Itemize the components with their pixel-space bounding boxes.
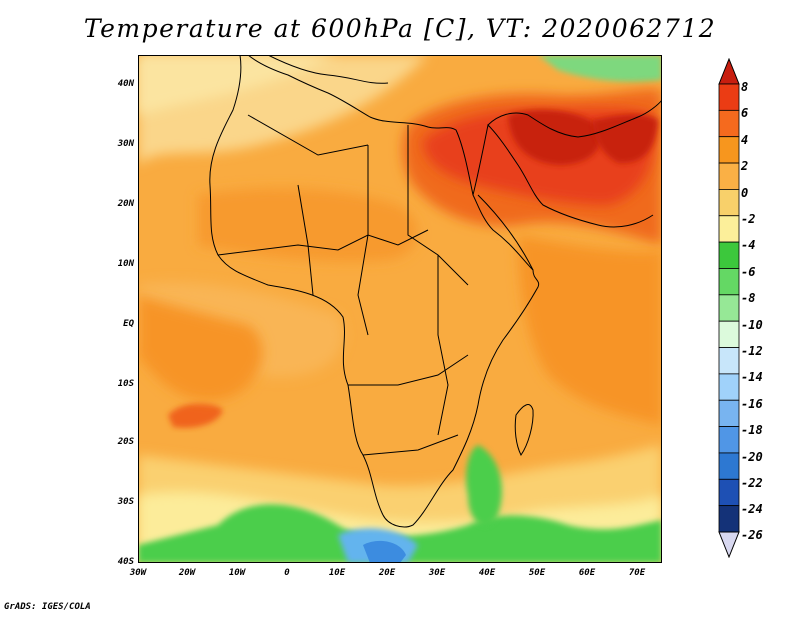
colorbar-label: 2 bbox=[741, 159, 749, 173]
colorbar-label: -14 bbox=[741, 370, 763, 384]
colorbar-label: -20 bbox=[741, 450, 763, 464]
colorbar-swatch bbox=[718, 347, 740, 375]
lat-label: 20S bbox=[117, 437, 134, 447]
lon-label: 10E bbox=[328, 568, 346, 578]
lon-label: 20E bbox=[378, 568, 396, 578]
colorbar-swatch bbox=[718, 399, 740, 427]
colorbar-label: -8 bbox=[741, 291, 756, 305]
lat-label: 10S bbox=[117, 379, 134, 389]
lon-label: 50E bbox=[528, 568, 546, 578]
lon-label: 10W bbox=[228, 568, 246, 578]
colorbar-bottom-arrow bbox=[718, 531, 740, 558]
lon-label: 30W bbox=[129, 568, 147, 578]
colorbar-swatch bbox=[718, 426, 740, 454]
map-title: Temperature at 600hPa [C], VT: 202006271… bbox=[83, 14, 717, 43]
lat-label: EQ bbox=[123, 319, 134, 329]
colorbar-swatch bbox=[718, 215, 740, 243]
lon-label: 70E bbox=[628, 568, 646, 578]
colorbar-label: -22 bbox=[741, 476, 763, 490]
lat-label: 40S bbox=[117, 557, 134, 567]
colorbar-label: -2 bbox=[741, 212, 756, 226]
colorbar-swatch bbox=[718, 83, 740, 111]
colorbar-swatch bbox=[718, 373, 740, 401]
lat-label: 20N bbox=[117, 199, 134, 209]
colorbar bbox=[718, 58, 740, 558]
colorbar-swatch bbox=[718, 320, 740, 348]
colorbar-swatch bbox=[718, 162, 740, 190]
lon-label: 20W bbox=[178, 568, 196, 578]
lat-label: 30N bbox=[117, 139, 134, 149]
colorbar-swatch bbox=[718, 294, 740, 322]
lon-label: 0 bbox=[284, 568, 290, 578]
colorbar-label: 8 bbox=[741, 80, 749, 94]
colorbar-swatch bbox=[718, 109, 740, 138]
colorbar-label: -4 bbox=[741, 238, 756, 252]
temperature-field bbox=[138, 55, 662, 563]
lat-label: 10N bbox=[117, 259, 134, 269]
colorbar-label: 0 bbox=[741, 186, 749, 200]
colorbar-label: -18 bbox=[741, 423, 763, 437]
colorbar-label: -16 bbox=[741, 397, 763, 411]
colorbar-label: -6 bbox=[741, 265, 756, 279]
colorbar-swatch bbox=[718, 268, 740, 296]
colorbar-label: -24 bbox=[741, 502, 763, 516]
lon-label: 60E bbox=[578, 568, 596, 578]
colorbar-swatch bbox=[718, 505, 740, 533]
colorbar-label: 6 bbox=[741, 106, 749, 120]
colorbar-swatch bbox=[718, 241, 740, 269]
colorbar-swatch bbox=[718, 189, 740, 217]
lat-label: 40N bbox=[117, 79, 134, 89]
colorbar-label: -26 bbox=[741, 528, 763, 542]
colorbar-swatch bbox=[718, 452, 740, 480]
credit-text: GrADS: IGES/COLA bbox=[4, 602, 91, 612]
lon-label: 40E bbox=[478, 568, 496, 578]
map-panel bbox=[138, 55, 662, 563]
colorbar-top-arrow bbox=[718, 58, 740, 85]
colorbar-label: -12 bbox=[741, 344, 763, 358]
colorbar-label: -10 bbox=[741, 318, 763, 332]
lat-label: 30S bbox=[117, 497, 134, 507]
colorbar-swatch bbox=[718, 136, 740, 164]
colorbar-label: 4 bbox=[741, 133, 749, 147]
colorbar-swatch bbox=[718, 478, 740, 507]
lon-label: 30E bbox=[428, 568, 446, 578]
